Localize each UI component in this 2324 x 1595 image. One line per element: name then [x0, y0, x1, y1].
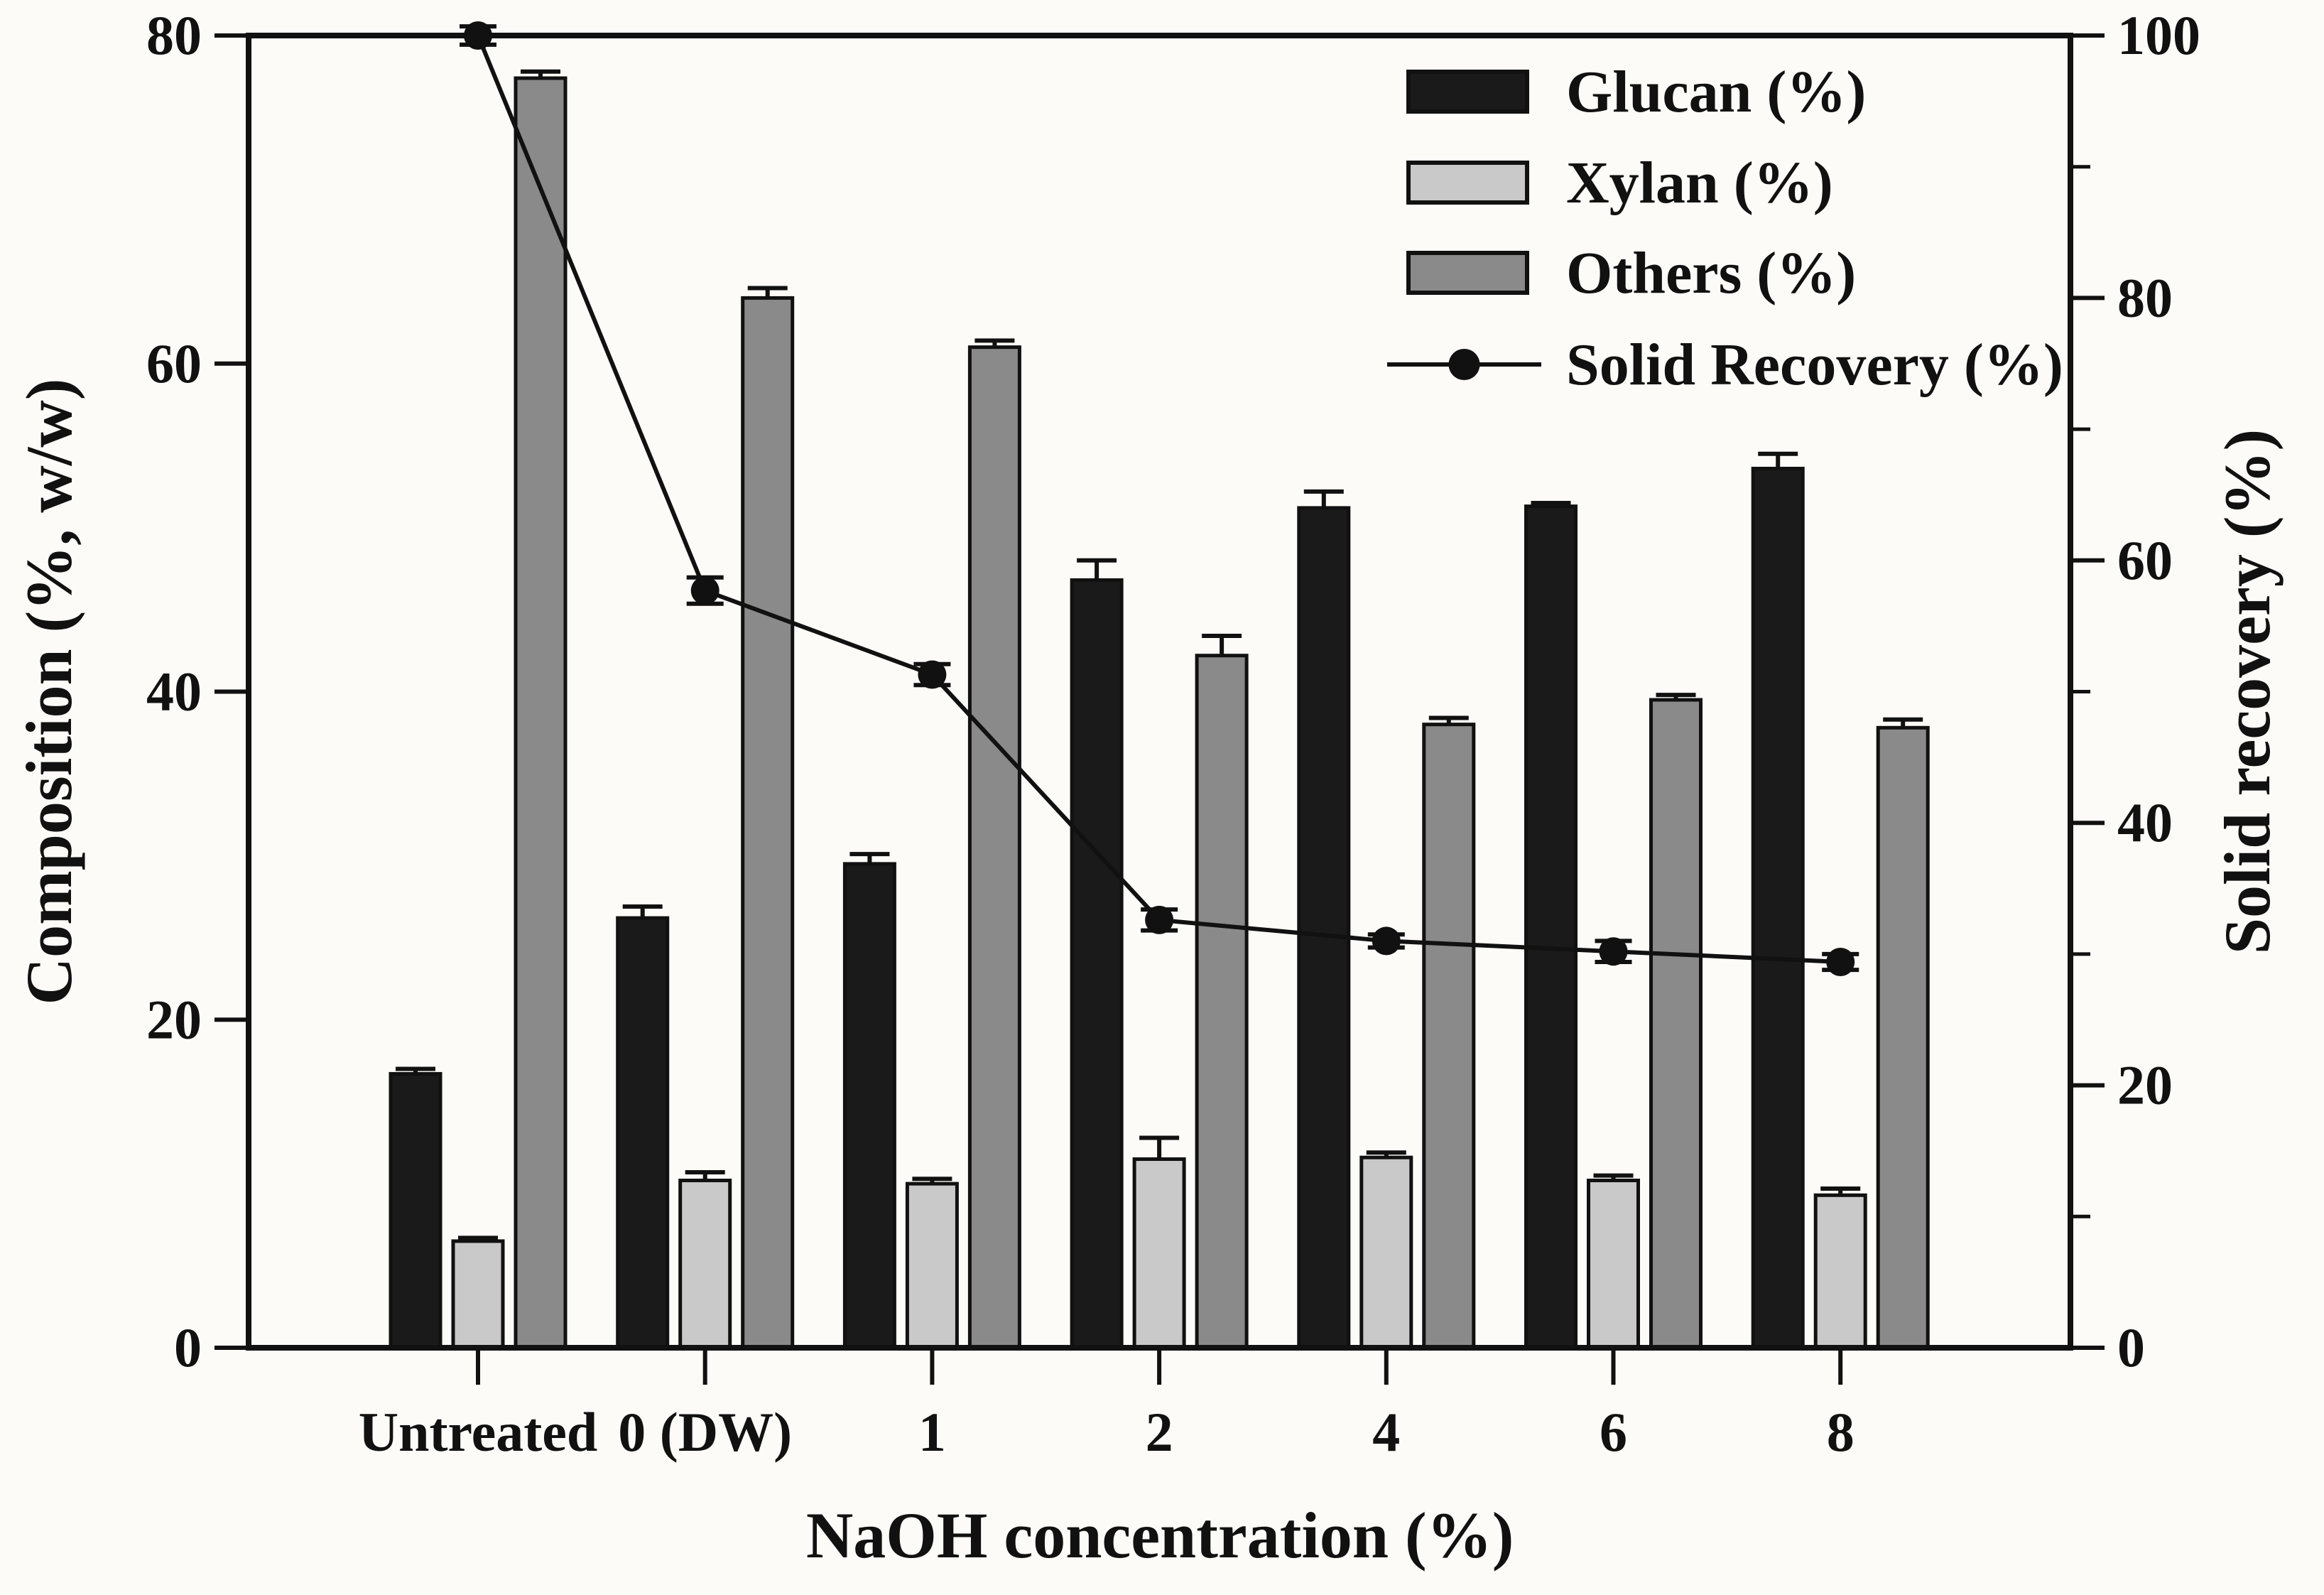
right-axis-title: Solid recovery (%): [2211, 429, 2284, 954]
solid-recovery-marker-1: [690, 576, 720, 605]
bar-others-6: [1876, 725, 1930, 1350]
bar-glucan-2: [842, 862, 896, 1350]
bar-others-1: [741, 296, 795, 1350]
solid-recovery-marker-4: [1372, 926, 1401, 956]
right-axis-tick-label: 40: [2117, 791, 2173, 853]
solid-recovery-marker-5: [1599, 937, 1628, 966]
x-tick-label-1: 0 (DW): [618, 1401, 792, 1463]
bar-others-2: [967, 345, 1021, 1350]
bar-xylan-2: [905, 1182, 959, 1350]
left-axis-tick-label: 80: [146, 4, 202, 66]
right-axis-tick-label: 60: [2117, 529, 2173, 591]
left-axis-title: Composition (%, w/w): [13, 379, 85, 1005]
solid-recovery-marker-0: [464, 21, 492, 50]
legend-swatch-2: [1406, 251, 1529, 295]
x-tick-label-5: 6: [1600, 1401, 1627, 1463]
legend-label-2: Others (%): [1566, 240, 1856, 306]
bar-xylan-4: [1359, 1155, 1413, 1350]
bar-xylan-3: [1132, 1157, 1186, 1350]
right-axis-tick-label: 80: [2117, 266, 2173, 328]
x-tick-label-3: 2: [1146, 1401, 1173, 1463]
left-axis-tick-label: 0: [174, 1316, 202, 1378]
left-axis-tick-label: 60: [146, 332, 202, 394]
x-axis-title: NaOH concentration (%): [806, 1499, 1514, 1572]
bar-others-0: [514, 76, 568, 1350]
left-axis-tick-label: 40: [146, 661, 202, 723]
right-axis-tick-label: 100: [2117, 4, 2200, 66]
bar-others-5: [1649, 698, 1703, 1350]
bar-others-4: [1422, 723, 1476, 1350]
bar-glucan-1: [616, 916, 670, 1350]
x-tick-label-2: 1: [918, 1401, 946, 1463]
bar-glucan-4: [1297, 506, 1351, 1350]
x-tick-label-4: 4: [1372, 1401, 1400, 1463]
legend-label-0: Glucan (%): [1566, 59, 1866, 125]
bar-glucan-0: [389, 1071, 442, 1350]
legend-label-3: Solid Recovery (%): [1566, 332, 2063, 398]
legend-swatch-1: [1406, 161, 1529, 205]
legend-swatch-0: [1406, 70, 1529, 114]
legend-marker-sample: [1448, 349, 1480, 380]
right-axis-tick-label: 20: [2117, 1054, 2173, 1116]
right-axis-tick-label: 0: [2117, 1316, 2145, 1378]
solid-recovery-marker-6: [1826, 947, 1855, 976]
bar-xylan-5: [1587, 1179, 1640, 1350]
bar-others-3: [1195, 654, 1249, 1350]
solid-recovery-marker-3: [1145, 905, 1174, 934]
bar-xylan-0: [451, 1239, 505, 1350]
bar-glucan-6: [1751, 467, 1805, 1350]
solid-recovery-marker-2: [918, 660, 947, 689]
bar-glucan-5: [1524, 504, 1578, 1350]
legend-label-1: Xylan (%): [1566, 150, 1833, 216]
x-tick-label-0: Untreated: [359, 1401, 598, 1463]
x-tick-label-6: 8: [1827, 1401, 1855, 1463]
bar-xylan-1: [678, 1179, 732, 1350]
left-axis-tick-label: 20: [146, 988, 202, 1050]
bar-xylan-6: [1813, 1193, 1867, 1350]
bar-glucan-3: [1070, 578, 1124, 1350]
